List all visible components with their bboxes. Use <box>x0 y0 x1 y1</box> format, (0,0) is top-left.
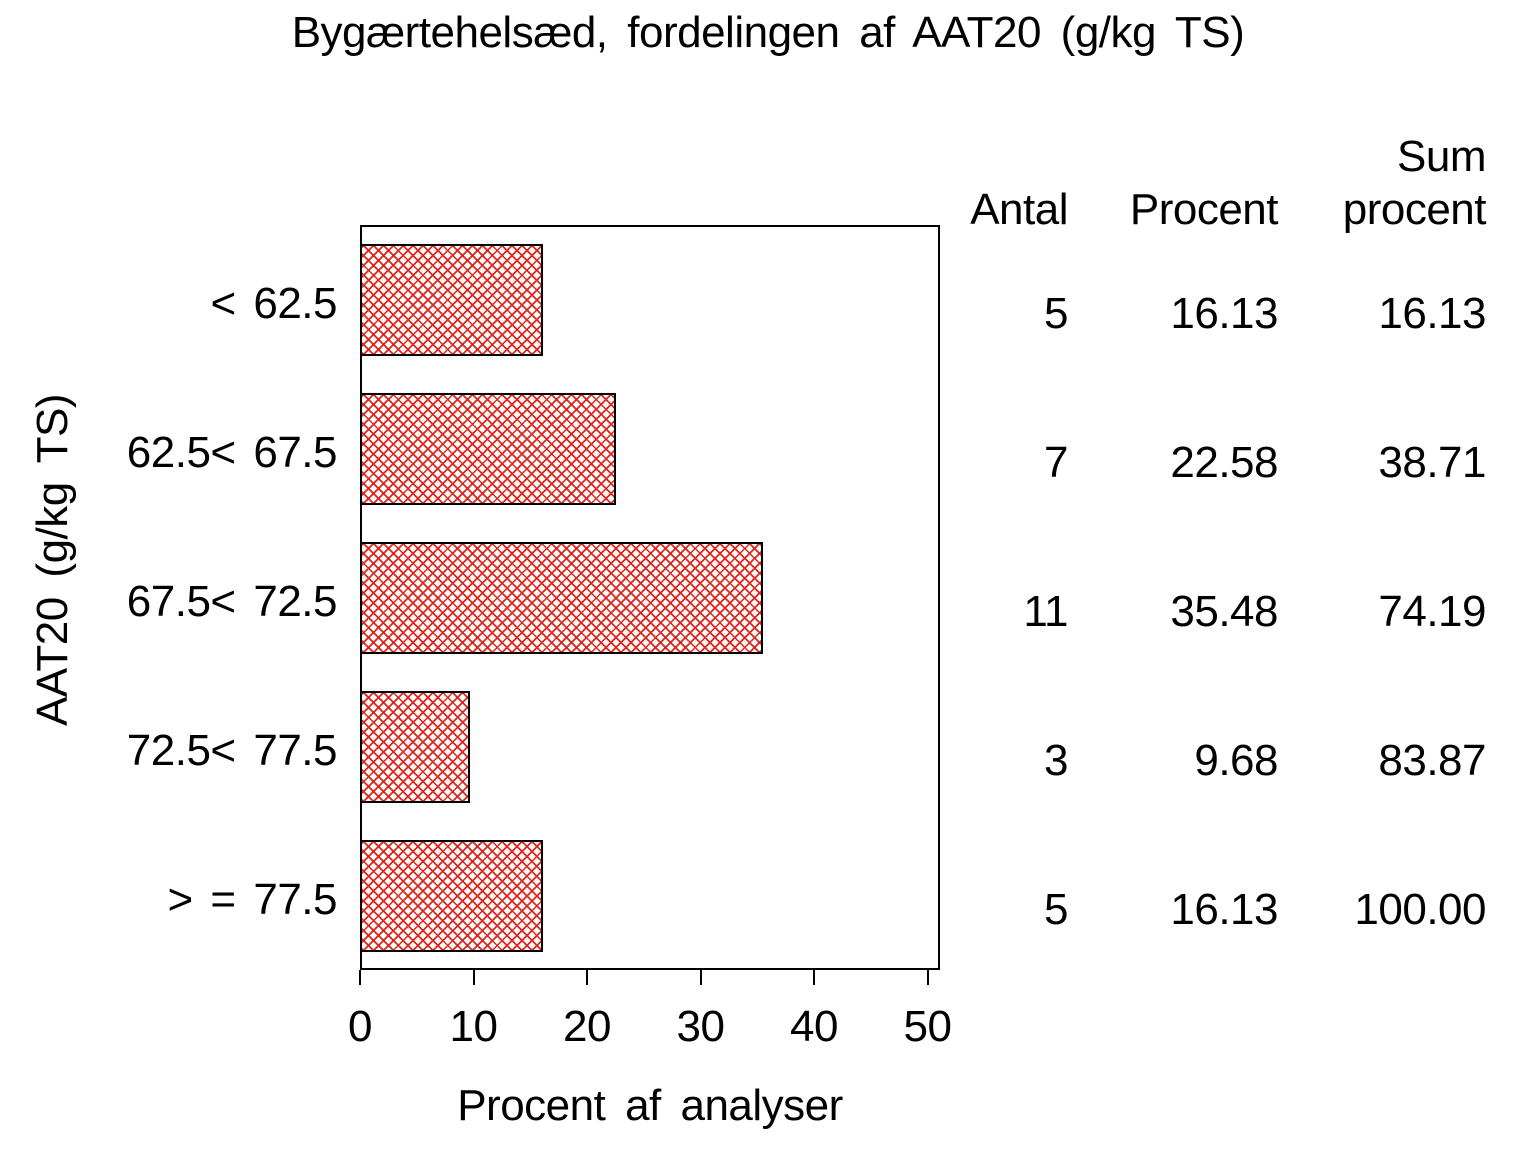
bar-62.5< 67.5 <box>360 392 617 505</box>
x-axis-tick <box>699 970 702 985</box>
table-header-procent: Procent <box>1129 185 1279 234</box>
table-cell-antal: 11 <box>1023 586 1068 636</box>
x-axis-tick <box>813 970 815 985</box>
x-axis-tick-label: 10 <box>449 1002 498 1051</box>
table-header-sum-line1: Sum <box>1397 132 1486 181</box>
table-cell-procent: 9.68 <box>1194 735 1278 785</box>
category-label: 67.5< 72.5 <box>126 576 338 626</box>
table-cell-procent: 16.13 <box>1170 884 1278 934</box>
table-cell-antal: 5 <box>1044 884 1068 934</box>
table-header-sum-line2: procent <box>1342 185 1487 234</box>
table-cell-sum-procent: 100.00 <box>1354 884 1486 934</box>
x-axis-label: Procent af analyser <box>457 1081 843 1130</box>
bar-< 62.5 <box>360 243 544 356</box>
x-axis-tick <box>926 970 929 985</box>
table-header-antal: Antal <box>970 185 1068 234</box>
table-cell-antal: 3 <box>1044 735 1068 785</box>
table-cell-sum-procent: 74.19 <box>1378 586 1486 636</box>
table-cell-sum-procent: 38.71 <box>1378 437 1486 487</box>
table-cell-sum-procent: 83.87 <box>1378 735 1486 785</box>
bar-67.5< 72.5 <box>360 541 763 654</box>
x-axis-tick <box>472 970 475 985</box>
table-cell-antal: 7 <box>1044 437 1068 487</box>
table-header-sum-procent: Sum procent <box>1186 130 1487 236</box>
x-axis-tick-label: 50 <box>903 1002 952 1051</box>
table-cell-antal: 5 <box>1044 288 1068 338</box>
x-axis-tick-label: 40 <box>790 1002 838 1051</box>
table-cell-procent: 22.58 <box>1170 437 1278 487</box>
x-axis-tick-label: 20 <box>563 1002 611 1051</box>
x-axis-tick <box>359 970 361 985</box>
chart-title: Bygærtehelsæd, fordelingen af AAT20 (g/k… <box>291 8 1245 57</box>
x-axis-tick <box>586 970 588 985</box>
x-axis-tick-label: 0 <box>348 1002 372 1051</box>
category-label: < 62.5 <box>210 278 337 328</box>
bar-72.5< 77.5 <box>360 690 470 803</box>
category-label: 72.5< 77.5 <box>126 725 338 775</box>
table-cell-procent: 35.48 <box>1170 586 1278 636</box>
category-label: 62.5< 67.5 <box>126 427 338 477</box>
category-label: > = 77.5 <box>167 874 338 924</box>
table-cell-procent: 16.13 <box>1170 288 1278 338</box>
table-cell-sum-procent: 16.13 <box>1378 288 1486 338</box>
x-axis-tick-label: 30 <box>676 1002 725 1051</box>
bar-> = 77.5 <box>360 839 544 952</box>
